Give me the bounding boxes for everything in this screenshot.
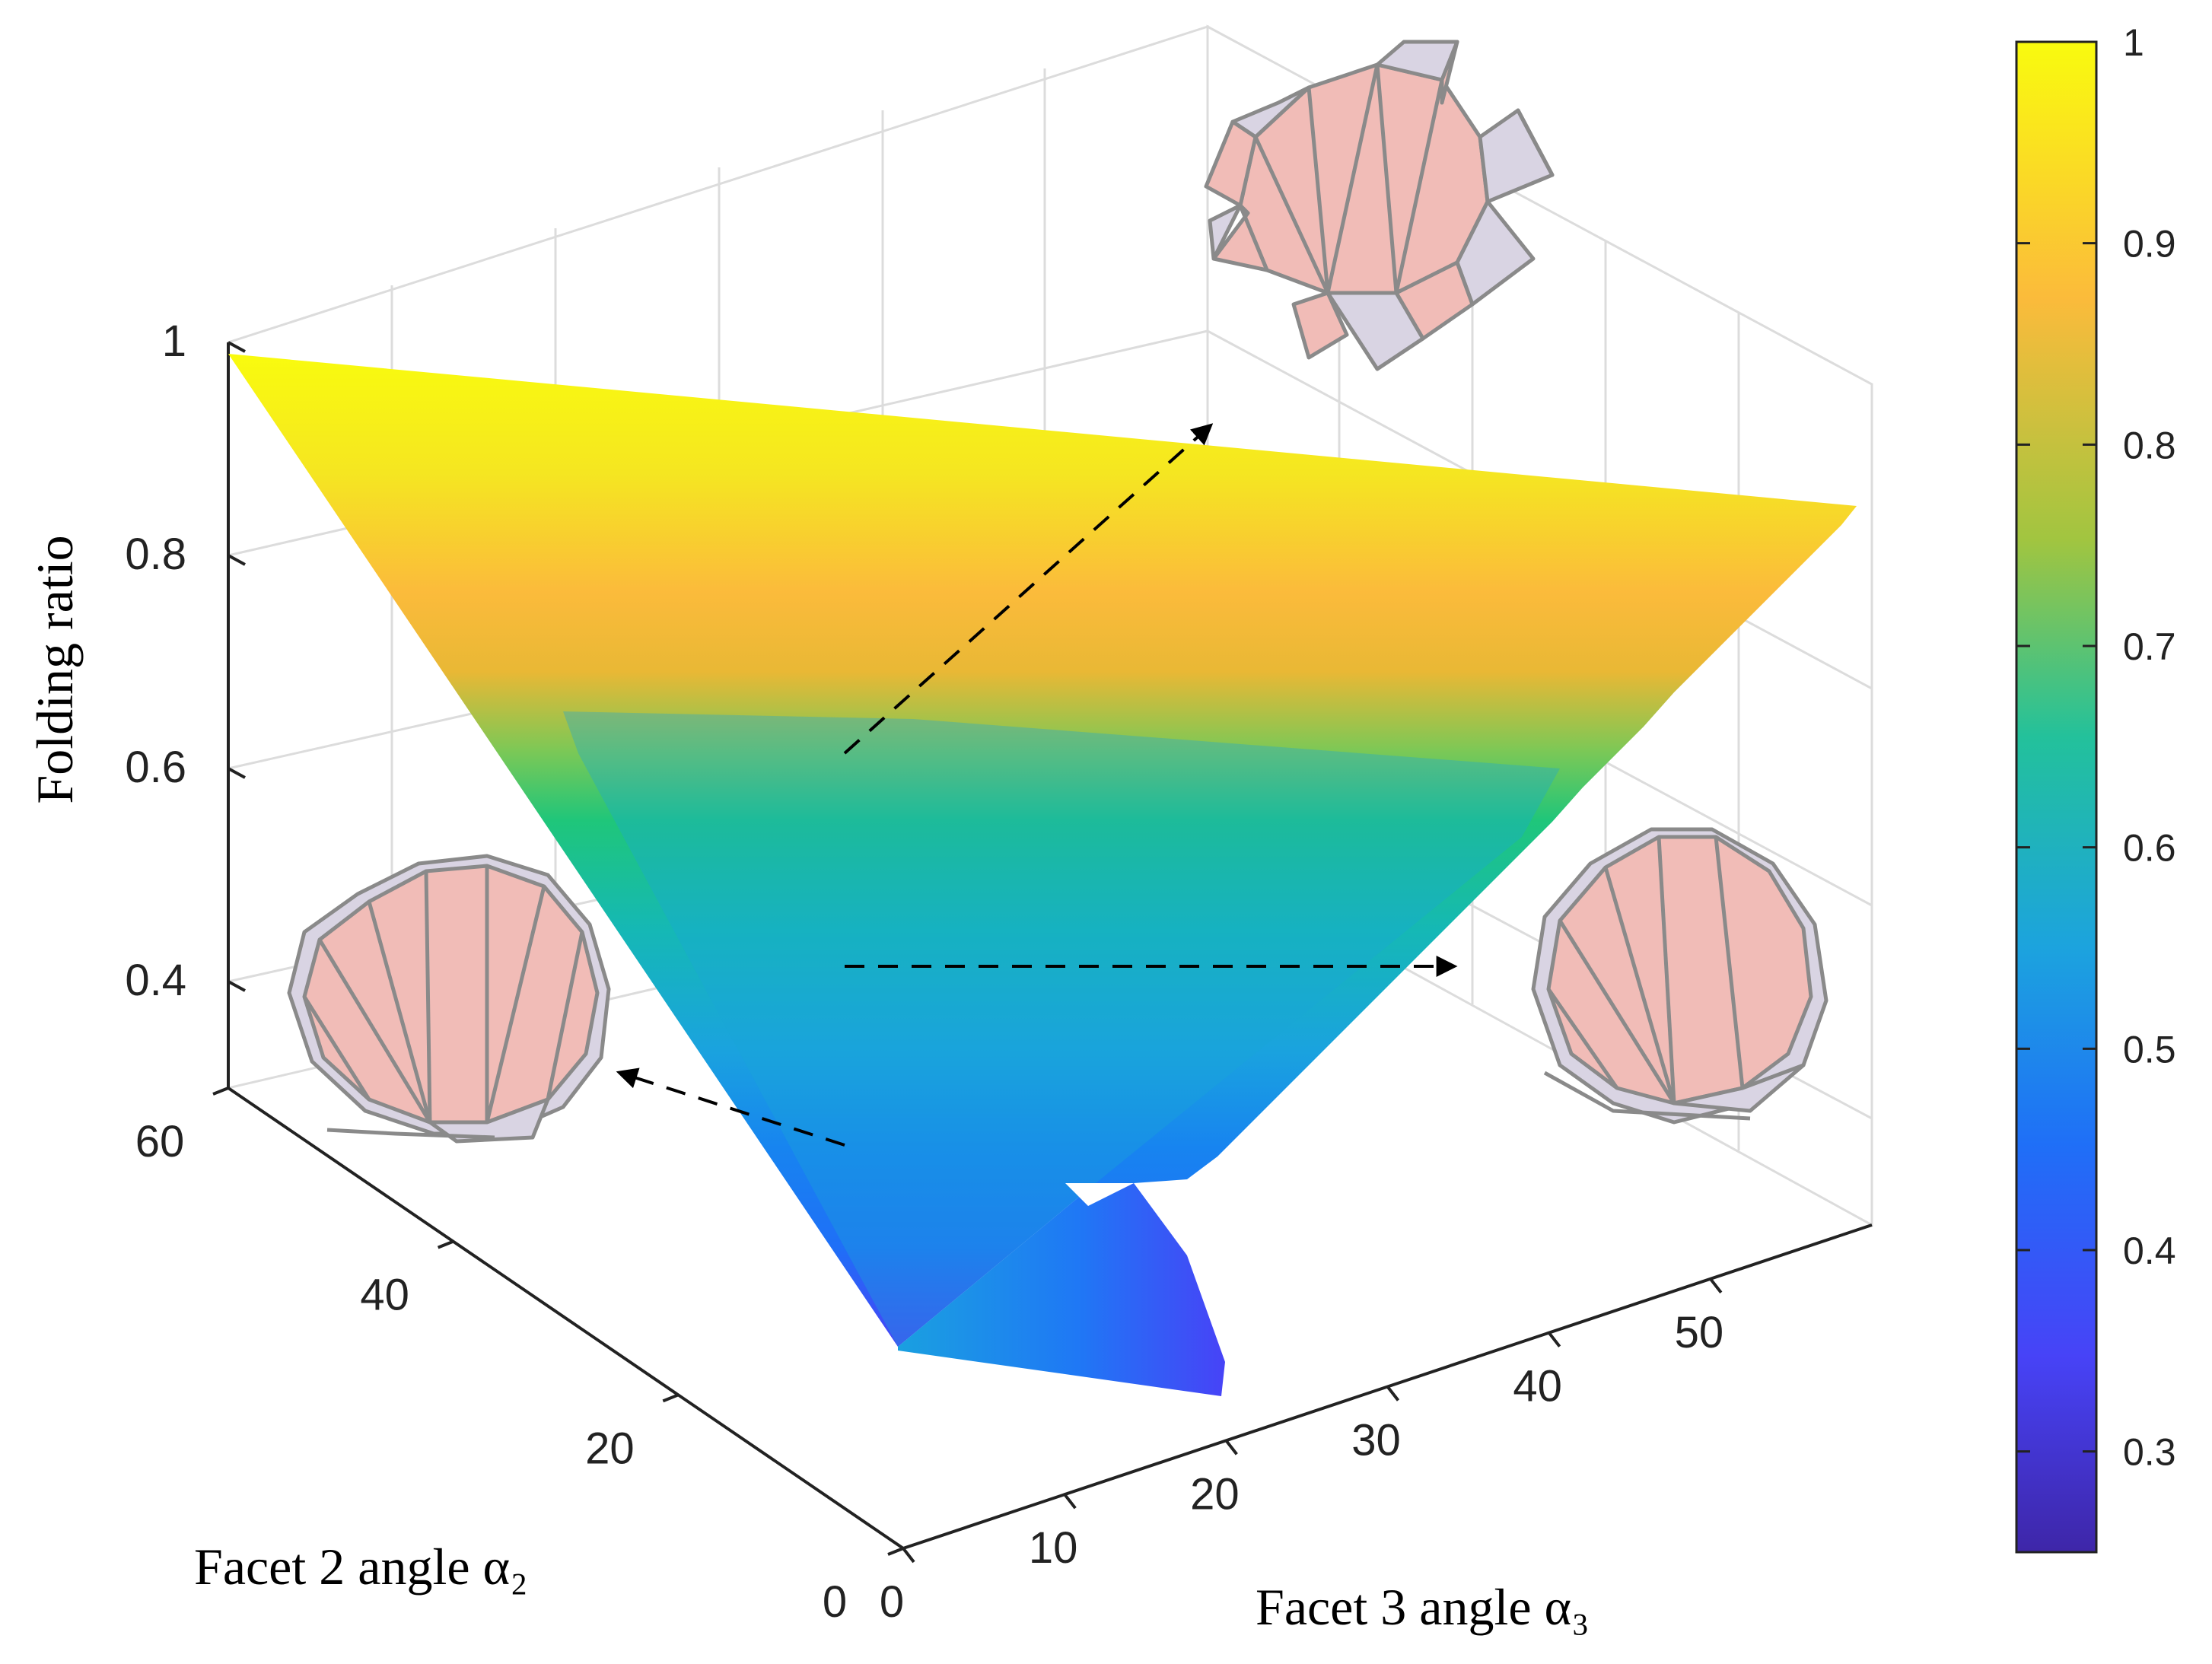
y-tick-label: 40 bbox=[360, 1271, 409, 1320]
z-tick-mark bbox=[228, 980, 246, 992]
x-axis-label: Facet 3 angle α₃ bbox=[1256, 1578, 1590, 1636]
y-tick-mark bbox=[887, 1547, 904, 1556]
z-axis-label: Folding ratio bbox=[26, 535, 84, 803]
x-tick-label: 20 bbox=[1190, 1469, 1240, 1519]
x-tick-mark bbox=[1709, 1277, 1723, 1294]
z-tick-mark bbox=[228, 767, 246, 779]
arrow-open-configuration bbox=[843, 423, 1214, 755]
axis-ticks bbox=[212, 341, 1723, 1564]
x-tick-label: 0 bbox=[880, 1577, 904, 1627]
x-tick-label: 40 bbox=[1513, 1362, 1562, 1411]
colorbar-ticks: 0.3 0.4 0.5 0.6 0.7 0.8 0.9 1 bbox=[2016, 21, 2176, 1474]
surface-inner-wedge bbox=[563, 711, 1560, 1347]
y-tick-mark bbox=[662, 1393, 680, 1403]
colorbar-tick-label: 0.6 bbox=[2123, 827, 2176, 870]
y-tick-label: 0 bbox=[823, 1577, 847, 1627]
surface-tail bbox=[898, 1183, 1225, 1396]
colorbar-tick-label: 0.9 bbox=[2123, 223, 2176, 266]
colorbar-gradient bbox=[2015, 40, 2098, 1554]
colorbar-tick-label: 0.5 bbox=[2123, 1028, 2176, 1071]
annotations bbox=[616, 423, 1458, 1147]
x-tick-mark bbox=[1063, 1493, 1077, 1510]
z-tick-label: 0.8 bbox=[125, 530, 186, 579]
z-tick-label: 1 bbox=[162, 317, 186, 366]
x-tick-mark bbox=[1548, 1332, 1561, 1347]
z-tick-mark bbox=[228, 554, 246, 566]
colorbar-tick-label: 0.4 bbox=[2123, 1230, 2176, 1272]
arrow-folded-left bbox=[616, 1067, 845, 1147]
colorbar-tick-label: 0.3 bbox=[2123, 1431, 2176, 1474]
colorbar-tick-label: 0.8 bbox=[2123, 424, 2176, 466]
origami-folded-left-illustration bbox=[287, 854, 611, 1144]
origami-folded-right-illustration bbox=[1531, 827, 1828, 1125]
y-tick-label: 20 bbox=[585, 1424, 635, 1473]
z-tick-label: 0.4 bbox=[125, 956, 186, 1005]
colorbar: 0.3 0.4 0.5 0.6 0.7 0.8 0.9 1 bbox=[2015, 21, 2176, 1554]
origami-open-illustration bbox=[1204, 40, 1555, 371]
x-tick-label: 10 bbox=[1029, 1523, 1078, 1573]
y-tick-label: 60 bbox=[135, 1117, 185, 1166]
x-tick-label: 30 bbox=[1351, 1416, 1401, 1465]
x-tick-label: 50 bbox=[1675, 1308, 1724, 1357]
y-tick-mark bbox=[212, 1087, 229, 1096]
x-tick-mark bbox=[902, 1547, 915, 1564]
z-tick-label: 0.6 bbox=[125, 743, 186, 792]
z-tick-mark bbox=[228, 341, 246, 353]
surface-main-sheet bbox=[228, 354, 1857, 1347]
folding-ratio-surface bbox=[228, 354, 1857, 1396]
surface-notch bbox=[1065, 1183, 1134, 1206]
y-axis-label: Facet 2 angle α₂ bbox=[194, 1538, 528, 1596]
colorbar-tick-label: 1 bbox=[2123, 21, 2144, 64]
y-tick-mark bbox=[437, 1239, 454, 1249]
colorbar-tick-label: 0.7 bbox=[2123, 625, 2176, 668]
x-tick-mark bbox=[1386, 1386, 1400, 1402]
x-tick-mark bbox=[1224, 1440, 1238, 1456]
